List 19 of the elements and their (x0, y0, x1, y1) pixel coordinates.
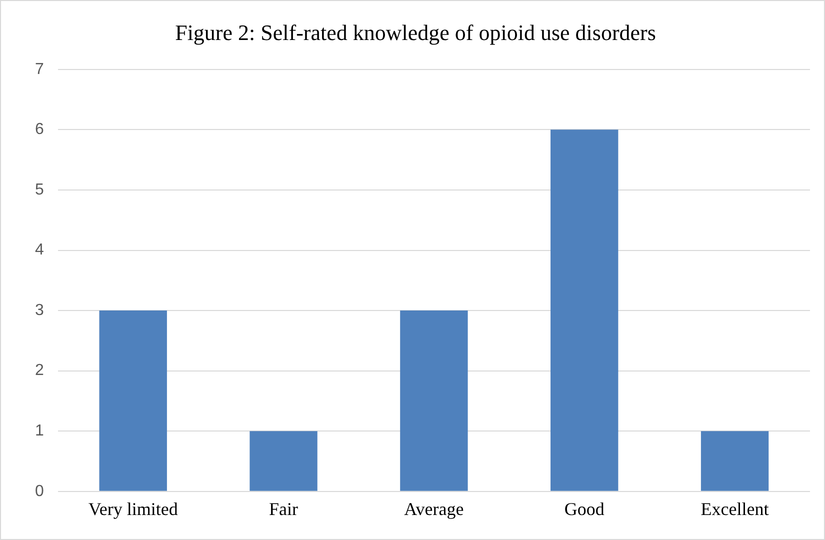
bar (700, 431, 769, 491)
y-tick-label: 5 (34, 181, 44, 198)
y-tick-label: 4 (34, 242, 44, 259)
y-tick-label: 7 (34, 60, 44, 78)
bar (99, 310, 167, 491)
x-tick-label: Good (564, 498, 604, 519)
x-tick-label: Fair (269, 498, 298, 519)
x-tick-label: Very limited (88, 498, 178, 519)
y-tick-label: 6 (34, 121, 44, 138)
y-tick-label: 3 (34, 302, 44, 319)
y-tick-label: 2 (34, 362, 44, 380)
bar (250, 431, 318, 491)
chart-title: Figure 2: Self-rated knowledge of opioid use disorders (175, 20, 656, 45)
y-tick-label: 1 (34, 422, 44, 440)
x-tick-label: Average (404, 498, 464, 519)
x-tick-label: Excellent (700, 498, 769, 519)
bar (400, 310, 468, 491)
bar (550, 130, 618, 491)
y-tick-label: 0 (34, 482, 44, 500)
